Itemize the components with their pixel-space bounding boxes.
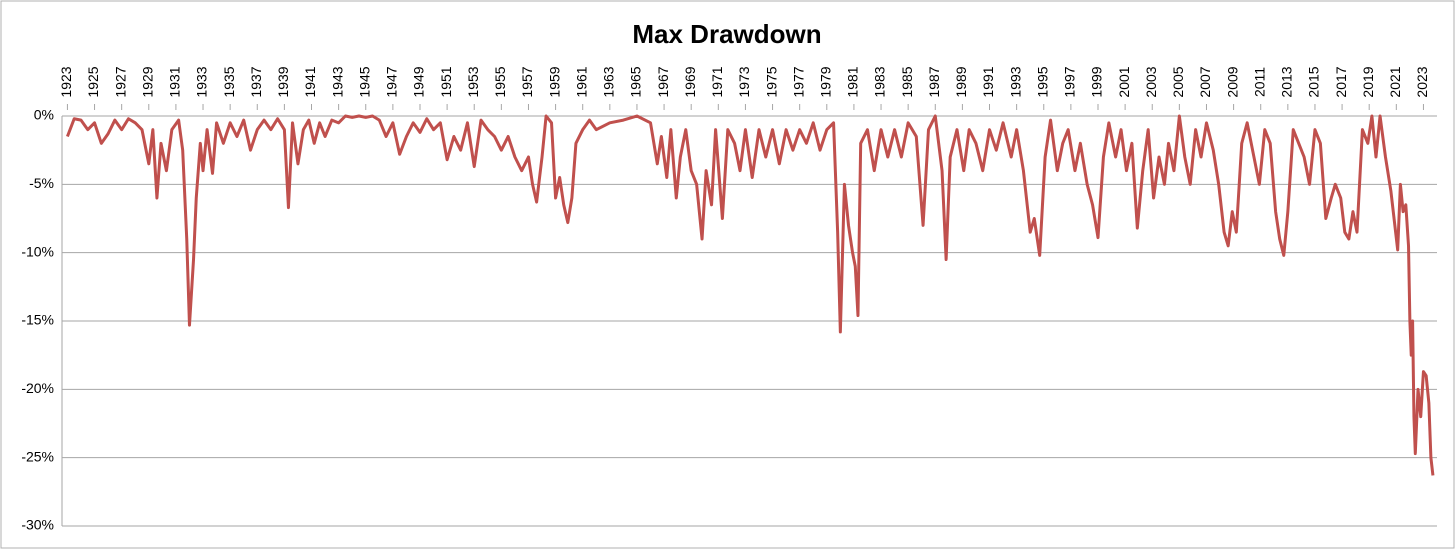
y-tick-label: -10% [21,243,54,259]
x-tick-label: 2023 [1414,66,1430,97]
x-tick-label: 1977 [790,66,806,97]
x-tick-label: 1989 [953,66,969,97]
x-tick-label: 1959 [546,66,562,97]
x-tick-label: 2003 [1143,66,1159,97]
x-tick-label: 2007 [1197,66,1213,97]
x-tick-label: 1975 [763,66,779,97]
x-tick-label: 1993 [1007,66,1023,97]
x-tick-label: 2005 [1170,66,1186,97]
x-tick-label: 1973 [736,66,752,97]
x-tick-label: 1961 [573,66,589,97]
x-tick-label: 1947 [384,66,400,97]
x-tick-label: 1971 [709,66,725,97]
x-tick-label: 2021 [1387,66,1403,97]
x-tick-label: 1997 [1062,66,1078,97]
x-tick-label: 1957 [519,66,535,97]
chart-title: Max Drawdown [632,19,821,49]
x-tick-label: 2009 [1224,66,1240,97]
x-tick-label: 2019 [1360,66,1376,97]
x-tick-label: 1995 [1034,66,1050,97]
x-tick-label: 1945 [356,66,372,97]
x-tick-label: 1955 [492,66,508,97]
x-tick-label: 1927 [112,66,128,97]
x-tick-label: 1937 [248,66,264,97]
x-tick-label: 2011 [1251,67,1267,97]
x-tick-label: 1991 [980,66,996,97]
x-tick-label: 1949 [411,66,427,97]
x-tick-label: 1999 [1089,66,1105,97]
y-tick-label: -5% [29,175,54,191]
x-tick-label: 1943 [329,66,345,97]
x-tick-label: 1967 [655,66,671,97]
x-tick-label: 1923 [58,66,74,97]
y-tick-label: -20% [21,380,54,396]
x-tick-label: 2013 [1279,66,1295,97]
x-tick-label: 1983 [872,66,888,97]
x-tick-label: 1979 [817,66,833,97]
x-tick-label: 1933 [194,66,210,97]
x-tick-label: 2015 [1306,66,1322,97]
x-tick-label: 2001 [1116,66,1132,97]
x-tick-label: 2017 [1333,66,1349,97]
x-tick-label: 1925 [85,66,101,97]
y-tick-label: -15% [21,312,54,328]
x-tick-label: 1929 [139,66,155,97]
x-tick-label: 1981 [845,66,861,97]
x-tick-label: 1965 [628,66,644,97]
x-tick-label: 1941 [302,66,318,97]
x-tick-label: 1969 [682,66,698,97]
x-tick-label: 1935 [221,66,237,97]
y-tick-label: -30% [21,517,54,533]
x-tick-label: 1953 [465,66,481,97]
x-tick-label: 1963 [601,66,617,97]
x-tick-label: 1987 [926,66,942,97]
x-tick-label: 1939 [275,66,291,97]
y-tick-label: -25% [21,448,54,464]
x-tick-label: 1931 [167,66,183,97]
y-tick-label: 0% [34,107,54,123]
x-tick-label: 1985 [899,66,915,97]
data-line [66,114,1435,476]
x-tick-label: 1951 [438,66,454,97]
